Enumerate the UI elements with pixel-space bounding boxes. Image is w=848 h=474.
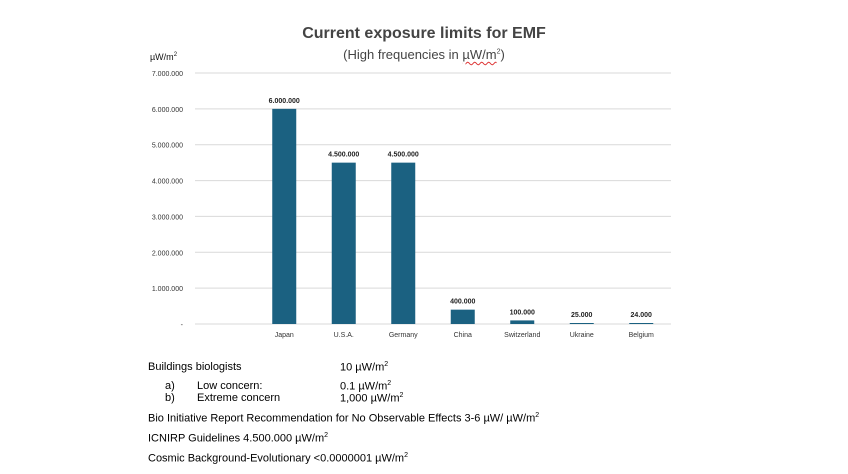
x-tick-label: U.S.A. — [334, 332, 354, 339]
bar — [629, 323, 654, 324]
bar — [569, 323, 594, 324]
bar — [510, 320, 535, 324]
y-axis-label-base: µW/m — [150, 52, 174, 62]
note-extreme-sup: 2 — [399, 392, 404, 399]
data-label: 6.000.000 — [269, 98, 300, 105]
x-tick-label: Germany — [389, 332, 418, 339]
note-bio-initiative-text: Bio Initiative Report Recommendation for… — [148, 412, 536, 425]
note-building-biologists-value-text: 10 µW/m — [340, 361, 385, 374]
note-extreme-value: 1,000 µW/m2 — [340, 392, 403, 405]
note-low-mark: a) — [165, 380, 175, 392]
y-tick-label: 1.000.000 — [152, 286, 183, 293]
note-bio-initiative-sup: 2 — [535, 412, 540, 419]
note-cosmic: Cosmic Background-Evolutionary <0.000000… — [148, 452, 408, 465]
note-icnirp-sup: 2 — [324, 432, 329, 439]
note-icnirp: ICNIRP Guidelines 4.500.000 µW/m2 — [148, 432, 328, 445]
bar — [272, 108, 297, 324]
x-tick-label: Switzerland — [504, 332, 540, 339]
bar — [331, 162, 356, 324]
subtitle-unit: µW/m — [462, 47, 497, 62]
note-extreme-label: Extreme concern — [197, 392, 281, 404]
y-axis-label: µW/m2 — [150, 52, 177, 62]
x-tick-label: China — [454, 332, 472, 339]
note-low-sup: 2 — [387, 380, 392, 387]
data-label: 4.500.000 — [388, 152, 419, 159]
note-extreme-mark: b) — [165, 392, 175, 404]
note-cosmic-sup: 2 — [404, 452, 409, 459]
note-building-biologists-sup: 2 — [384, 361, 389, 368]
bar — [450, 309, 475, 324]
data-label: 24.000 — [631, 312, 653, 319]
bar — [391, 162, 416, 324]
note-building-biologists-label: Buildings biologists — [148, 361, 242, 373]
subtitle-close: ) — [500, 47, 505, 62]
chart-title: Current exposure limits for EMF — [302, 25, 546, 42]
gridlines — [195, 72, 671, 325]
y-tick-label: 5.000.000 — [152, 143, 183, 150]
note-building-biologists-value: 10 µW/m2 — [340, 361, 388, 374]
note-cosmic-text: Cosmic Background-Evolutionary <0.000000… — [148, 452, 405, 465]
note-low-value-text: 0.1 µW/m — [340, 380, 388, 393]
data-label: 25.000 — [571, 312, 593, 319]
x-tick-label: Belgium — [629, 332, 654, 339]
x-tick-label: Ukraine — [570, 332, 594, 339]
y-tick-label: 4.000.000 — [152, 179, 183, 186]
note-extreme-value-text: 1,000 µW/m — [340, 392, 400, 405]
data-label: 400.000 — [450, 299, 475, 306]
note-bio-initiative: Bio Initiative Report Recommendation for… — [148, 412, 539, 425]
note-building-biologists: Buildings biologists — [148, 361, 242, 373]
x-tick-label: Japan — [275, 332, 294, 339]
y-tick-label: - — [181, 322, 184, 329]
note-low-label: Low concern: — [197, 380, 263, 392]
data-label: 4.500.000 — [328, 152, 359, 159]
note-low-value: 0.1 µW/m2 — [340, 380, 391, 393]
y-tick-label: 2.000.000 — [152, 250, 183, 257]
x-tick-labels: Japan U.S.A. Germany China Switzerland Ukrain… — [275, 332, 654, 339]
data-label: 100.000 — [510, 309, 535, 316]
subtitle-unit-sup: 2 — [496, 48, 501, 56]
y-tick-label: 6.000.000 — [152, 107, 183, 114]
y-axis-label-sup: 2 — [173, 52, 178, 58]
subtitle-text: (High frequencies in — [343, 47, 463, 62]
data-labels: 6.000.000 4.500.000 4.500.000 400.000 100.00… — [269, 98, 652, 319]
chart-subtitle: (High frequencies in µW/m2) — [0, 47, 848, 62]
y-tick-label: 3.000.000 — [152, 214, 183, 221]
bars — [272, 108, 654, 324]
y-tick-labels: - 1.000.000 2.000.000 3.000.000 4.000.000 5.0… — [152, 71, 184, 329]
y-tick-label: 7.000.000 — [152, 71, 183, 78]
note-icnirp-text: ICNIRP Guidelines 4.500.000 µW/m — [148, 432, 325, 445]
